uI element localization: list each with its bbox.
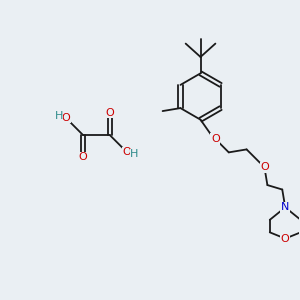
- Text: O: O: [281, 234, 290, 244]
- Text: O: O: [260, 162, 269, 172]
- Text: O: O: [61, 113, 70, 123]
- Text: N: N: [281, 202, 290, 212]
- Text: O: O: [106, 108, 114, 118]
- Text: O: O: [79, 152, 88, 162]
- Text: O: O: [211, 134, 220, 144]
- Text: H: H: [55, 111, 63, 121]
- Text: H: H: [130, 149, 138, 160]
- Text: O: O: [123, 147, 131, 158]
